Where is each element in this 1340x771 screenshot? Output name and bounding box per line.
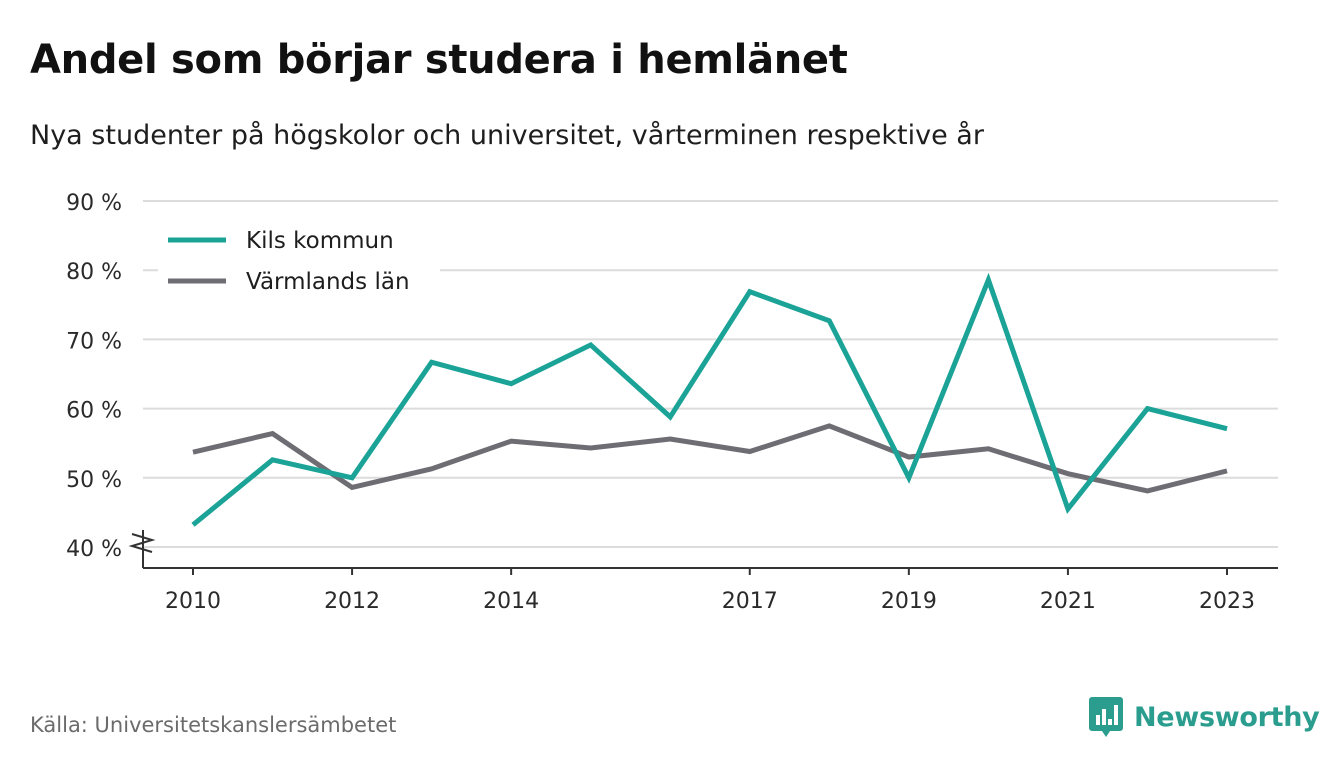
series-line-1 [192, 423, 1228, 494]
x-tick-label: 2010 [165, 589, 221, 614]
x-tick-label: 2019 [881, 589, 937, 614]
x-tick-label: 2023 [1199, 589, 1255, 614]
series-line-0 [191, 272, 1228, 527]
x-axis [128, 530, 1278, 575]
x-tick-label: 2017 [722, 589, 778, 614]
chart-subtitle: Nya studenter på högskolor och universit… [30, 120, 984, 151]
x-tick-label: 2014 [483, 589, 539, 614]
y-tick-label: 90 % [66, 191, 122, 216]
x-tick-label: 2021 [1040, 589, 1096, 614]
series-lines [191, 272, 1228, 527]
legend-label: Värmlands län [246, 269, 410, 295]
brand-name: Newsworthy [1134, 701, 1320, 733]
y-axis-labels: 40 % 50 % 60 % 70 % 80 % 90 % [66, 191, 122, 562]
y-tick-label: 40 % [66, 537, 122, 562]
y-tick-label: 70 % [66, 329, 122, 354]
x-tick-label: 2012 [324, 589, 380, 614]
axis-break-icon [128, 533, 156, 553]
legend-background [158, 218, 440, 300]
x-axis-labels: 2010 2012 2014 2017 2019 2021 2023 [165, 589, 1255, 614]
newsworthy-logo-icon [1089, 697, 1123, 737]
brand-logo: Newsworthy [1088, 695, 1320, 739]
legend: Kils kommun Värmlands län [158, 218, 440, 300]
chart-title: Andel som börjar studera i hemlänet [30, 37, 848, 83]
legend-label: Kils kommun [246, 228, 394, 254]
y-tick-label: 60 % [66, 399, 122, 424]
source-note: Källa: Universitetskanslersämbetet [30, 713, 397, 737]
y-tick-label: 80 % [66, 260, 122, 285]
line-chart: 40 %50 %60 %70 %80 %90 % 2010 2012 2014 201… [66, 191, 1278, 614]
y-tick-label: 50 % [66, 468, 122, 493]
